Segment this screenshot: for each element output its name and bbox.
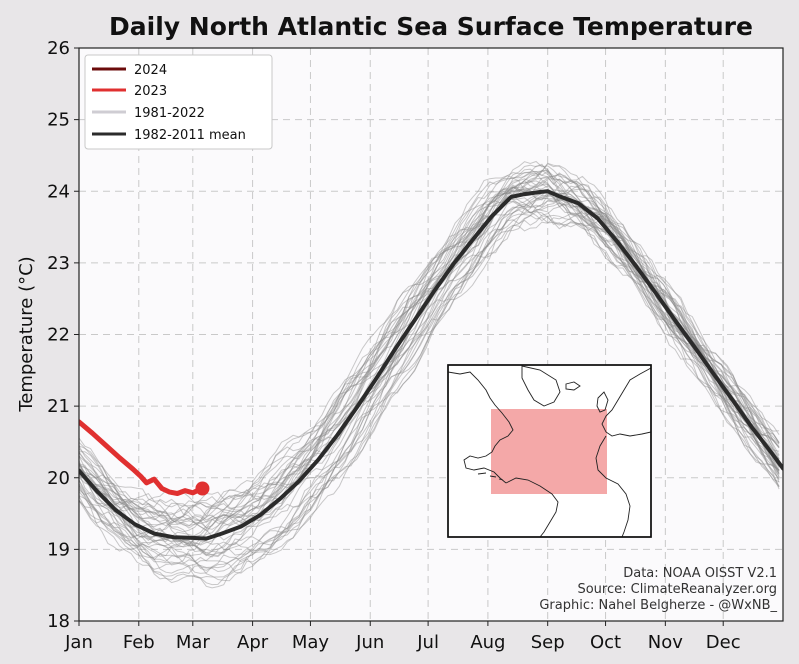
africa-coast bbox=[595, 435, 631, 537]
credit-data: Data: NOAA OISST V2.1 bbox=[623, 566, 777, 581]
historical-line bbox=[79, 169, 780, 527]
grid-layer bbox=[79, 48, 783, 621]
historical-line bbox=[79, 189, 780, 547]
north-atlantic-region bbox=[491, 409, 607, 494]
historical-line bbox=[79, 184, 780, 557]
legend: 2024 2023 1981-2022 1982-2011 mean bbox=[84, 54, 273, 150]
x-tick-label-mar: Mar bbox=[176, 632, 211, 653]
historical-line bbox=[79, 173, 780, 530]
x-tick-label-may: May bbox=[292, 632, 330, 653]
historical-line bbox=[79, 201, 780, 574]
series-line-2023 bbox=[79, 419, 205, 496]
historical-line bbox=[79, 170, 780, 529]
caribbean-islands bbox=[477, 472, 504, 481]
y-axis-label: Temperature (°C) bbox=[16, 256, 37, 412]
historical-line bbox=[79, 163, 780, 533]
y-tick-label-19: 19 bbox=[47, 539, 70, 560]
historical-line bbox=[79, 170, 780, 527]
x-tick-label-apr: Apr bbox=[237, 632, 269, 653]
x-axis-ticks: Jan Feb Mar Apr May Jun Jul Aug Sep Oct Nov Dec bbox=[64, 621, 741, 653]
legend-label-1981-2022: 1981-2022 bbox=[134, 106, 205, 121]
historical-line bbox=[79, 200, 780, 558]
credit-source: Source: ClimateReanalyzer.org bbox=[577, 582, 777, 597]
historical-line bbox=[79, 197, 780, 582]
x-tick-label-jun: Jun bbox=[355, 632, 384, 653]
historical-line bbox=[79, 199, 780, 573]
y-tick-label-22: 22 bbox=[47, 325, 70, 346]
x-tick-label-nov: Nov bbox=[648, 632, 683, 653]
historical-line bbox=[79, 177, 780, 543]
legend-label-mean: 1982-2011 mean bbox=[134, 128, 246, 143]
legend-label-2023: 2023 bbox=[134, 84, 167, 99]
historical-line bbox=[79, 188, 780, 574]
inset-map bbox=[447, 364, 652, 538]
historical-line bbox=[79, 197, 780, 574]
y-tick-label-20: 20 bbox=[47, 468, 70, 489]
historical-line bbox=[79, 178, 780, 554]
south-america-coast bbox=[505, 477, 559, 537]
y-tick-label-26: 26 bbox=[47, 38, 70, 59]
y-tick-label-25: 25 bbox=[47, 110, 70, 131]
historical-line bbox=[79, 162, 780, 532]
credits: Data: NOAA OISST V2.1 Source: ClimateRea… bbox=[539, 566, 777, 613]
historical-line bbox=[79, 205, 780, 586]
y-tick-label-18: 18 bbox=[47, 611, 70, 632]
x-tick-label-feb: Feb bbox=[123, 632, 155, 653]
x-tick-label-jul: Jul bbox=[416, 632, 439, 653]
british-isles-coast bbox=[596, 391, 609, 413]
historical-line bbox=[79, 170, 780, 523]
legend-box bbox=[84, 54, 273, 150]
credit-graphic: Graphic: Nahel Belgherze - @WxNB_ bbox=[539, 598, 777, 613]
legend-label-2024: 2024 bbox=[134, 63, 167, 78]
series-layer bbox=[79, 189, 783, 541]
y-tick-label-24: 24 bbox=[47, 181, 70, 202]
historical-line bbox=[79, 180, 780, 527]
greenland-coast bbox=[521, 365, 561, 407]
x-tick-label-oct: Oct bbox=[590, 632, 621, 653]
historical-line bbox=[79, 168, 780, 520]
historical-line bbox=[79, 164, 780, 541]
historical-line bbox=[79, 209, 780, 584]
y-axis-ticks: 18 19 20 21 22 23 24 25 26 bbox=[47, 38, 79, 632]
historical-line bbox=[79, 198, 780, 589]
x-tick-label-dec: Dec bbox=[706, 632, 741, 653]
series-endpoint-2023 bbox=[195, 481, 210, 496]
series-line-mean bbox=[79, 189, 783, 541]
historical-line bbox=[79, 194, 780, 554]
historical-line bbox=[79, 213, 780, 571]
x-tick-label-aug: Aug bbox=[470, 632, 505, 653]
europe-coast bbox=[601, 367, 651, 437]
historical-line bbox=[79, 169, 780, 511]
x-tick-label-sep: Sep bbox=[531, 632, 565, 653]
historical-line bbox=[79, 185, 780, 545]
iceland-coast bbox=[565, 381, 581, 391]
chart-title: Daily North Atlantic Sea Surface Tempera… bbox=[109, 12, 753, 41]
inset-map-border bbox=[447, 364, 652, 538]
x-tick-label-jan: Jan bbox=[64, 632, 93, 653]
historical-line bbox=[79, 185, 780, 532]
north-america-coast bbox=[448, 371, 514, 484]
y-tick-label-23: 23 bbox=[47, 253, 70, 274]
historical-line bbox=[79, 189, 780, 539]
y-tick-label-21: 21 bbox=[47, 396, 70, 417]
